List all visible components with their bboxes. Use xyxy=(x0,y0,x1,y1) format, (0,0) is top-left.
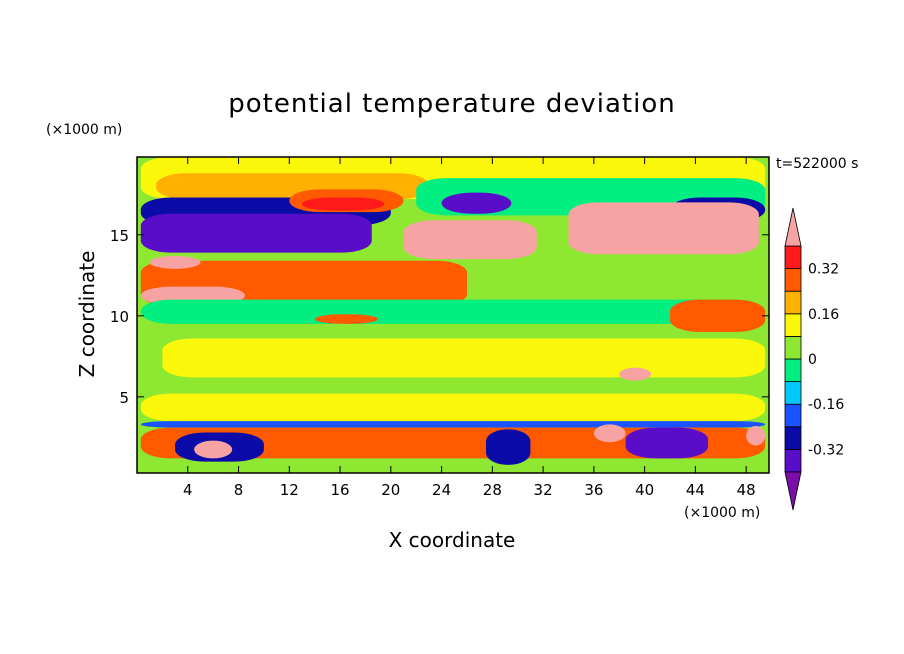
colorbar-tick-label: -0.32 xyxy=(808,442,844,458)
x-tick-label: 36 xyxy=(584,481,603,499)
y-tick-label: 10 xyxy=(110,308,129,326)
colorbar-over-arrow xyxy=(784,207,802,247)
colorbar-under-arrow xyxy=(784,471,802,511)
colorbar-swatch xyxy=(784,426,802,450)
x-unit-label: (×1000 m) xyxy=(684,505,760,521)
contour-region xyxy=(140,393,766,422)
contour-region xyxy=(593,424,626,443)
contour-region xyxy=(670,299,766,333)
x-axis-label: X coordinate xyxy=(389,528,516,552)
colorbar-swatch xyxy=(784,313,802,337)
x-tick-label: 4 xyxy=(183,481,193,499)
x-tick-label: 20 xyxy=(381,481,400,499)
colorbar-swatch xyxy=(784,448,802,473)
contour-region xyxy=(568,202,759,255)
y-axis: 5 10 15 xyxy=(110,227,769,407)
contour-region xyxy=(140,421,766,428)
colorbar-tick-label: 0.16 xyxy=(808,307,839,323)
colorbar-swatch xyxy=(784,335,802,360)
contour-region xyxy=(194,440,233,459)
x-tick-label: 28 xyxy=(483,481,502,499)
contour-region xyxy=(625,427,709,459)
x-axis: 4 8 12 16 20 24 28 32 36 40 44 48 xyxy=(183,157,756,499)
plot-frame xyxy=(136,156,770,474)
contour-region xyxy=(619,367,651,381)
plot-area xyxy=(137,157,769,473)
colorbar-swatch xyxy=(784,403,802,428)
contour-region xyxy=(746,426,766,446)
x-tick-label: 16 xyxy=(331,481,350,499)
y-tick-label: 15 xyxy=(110,227,129,245)
x-tick-label: 40 xyxy=(635,481,654,499)
colorbar-tick-label: -0.16 xyxy=(808,397,844,413)
chart-title: potential temperature deviation xyxy=(228,89,675,119)
x-tick-label: 8 xyxy=(234,481,244,499)
x-tick-label: 24 xyxy=(432,481,451,499)
x-tick-label: 12 xyxy=(280,481,299,499)
x-tick-label: 48 xyxy=(737,481,756,499)
x-tick-label: 44 xyxy=(686,481,705,499)
colorbar-tick-label: 0.32 xyxy=(808,262,839,278)
y-tick-label: 5 xyxy=(119,389,129,407)
colorbar-swatch xyxy=(784,268,802,292)
contour-region xyxy=(485,429,531,465)
y-axis-label: Z coordinate xyxy=(75,251,99,378)
contour-region xyxy=(441,192,512,214)
contour-region xyxy=(140,213,372,253)
colorbar-swatch xyxy=(784,245,802,270)
time-label: t=522000 s xyxy=(776,156,858,172)
colorbar-swatch xyxy=(784,290,802,315)
y-unit-label: (×1000 m) xyxy=(46,122,122,138)
contour-region xyxy=(162,338,766,378)
contour-region xyxy=(314,314,379,324)
contour-region xyxy=(140,299,766,324)
colorbar-swatch xyxy=(784,381,802,405)
contour-region xyxy=(149,255,201,269)
x-tick-label: 32 xyxy=(534,481,553,499)
contour-region xyxy=(403,220,537,260)
colorbar-swatch xyxy=(784,358,802,383)
colorbar-tick-label: 0 xyxy=(808,352,817,368)
colorbar: 0.32 0.16 0 -0.16 -0.32 xyxy=(784,207,844,511)
contour-region xyxy=(301,197,385,211)
